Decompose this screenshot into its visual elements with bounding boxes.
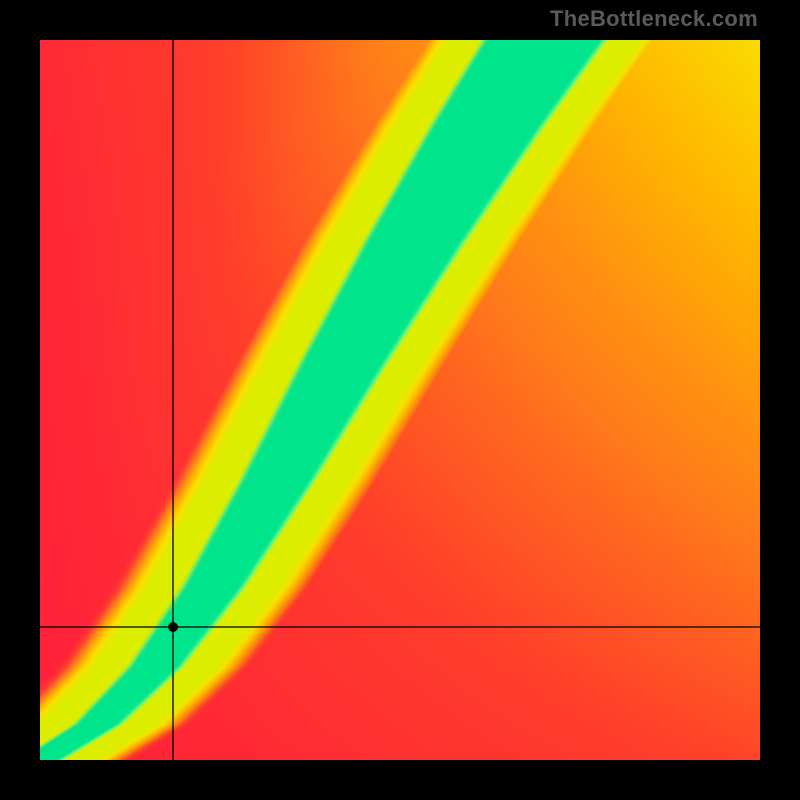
watermark-text: TheBottleneck.com — [550, 6, 758, 32]
bottleneck-heatmap — [40, 40, 760, 760]
chart-container: TheBottleneck.com — [0, 0, 800, 800]
